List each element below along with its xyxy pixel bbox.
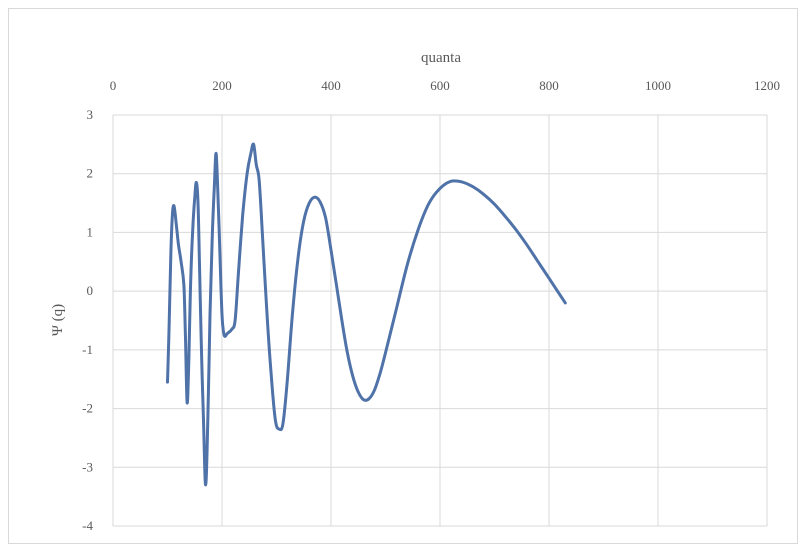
y-tick-label: -2 [82, 401, 93, 416]
y-tick-label: 2 [87, 166, 94, 181]
x-tick-label: 1200 [754, 78, 780, 93]
x-tick-labels: 0 200 400 600 800 1000 1200 [110, 78, 780, 93]
x-tick-label: 200 [212, 78, 232, 93]
x-tick-label: 0 [110, 78, 117, 93]
x-axis-title: quanta [421, 50, 461, 66]
series-line [166, 142, 567, 487]
y-tick-labels: 3 2 1 0 -1 -2 -3 -4 [82, 107, 93, 533]
y-axis-title: Ψ (q) [50, 304, 66, 336]
y-tick-label: 0 [87, 283, 94, 298]
y-tick-label: -3 [82, 459, 93, 474]
y-tick-label: 3 [87, 107, 94, 122]
series-group [166, 142, 567, 487]
y-tick-label: 1 [87, 224, 94, 239]
x-tick-label: 1000 [645, 78, 671, 93]
x-tick-label: 400 [321, 78, 341, 93]
gridlines [112, 114, 768, 527]
y-tick-label: -4 [82, 518, 93, 533]
y-tick-label: -1 [82, 342, 93, 357]
x-tick-label: 800 [539, 78, 559, 93]
x-tick-label: 600 [430, 78, 450, 93]
